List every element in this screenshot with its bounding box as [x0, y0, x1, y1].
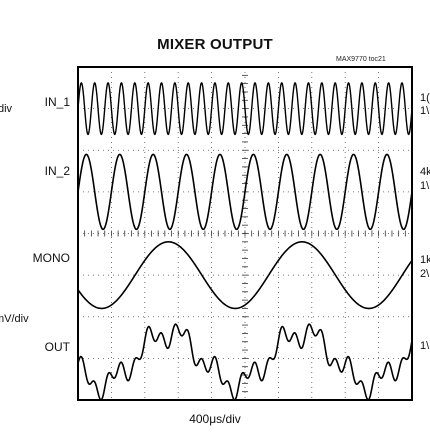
scale-in2-line1: 4k [420, 166, 430, 178]
channel-label-in2: IN_2 [44, 164, 70, 178]
scale-out-line1: 1\ [420, 340, 430, 352]
waveform-in2 [77, 153, 413, 231]
scale-mono-line2: 2\ [420, 268, 430, 280]
waveform-in1 [77, 82, 413, 136]
scale-in1-line1: 1( [420, 92, 430, 104]
scale-in1-line2: 1\ [420, 105, 430, 117]
waveform-out [77, 323, 413, 401]
scale-mono-line1: 1k [420, 254, 430, 266]
plot-frame [77, 66, 413, 401]
chart-title: MIXER OUTPUT [157, 36, 273, 53]
channel-label-mono: MONO [32, 251, 70, 265]
left-scale-label-1: div [0, 103, 13, 115]
figure-code: MAX9770 toc21 [336, 56, 386, 63]
scale-in2-line2: 1\ [420, 180, 430, 192]
channel-label-in1: IN_1 [44, 95, 70, 109]
x-axis-label: 400μs/div [189, 412, 241, 426]
left-scale-label-2: mV/div [0, 313, 29, 325]
waveform-mono [77, 241, 413, 310]
channel-label-out: OUT [44, 340, 70, 354]
